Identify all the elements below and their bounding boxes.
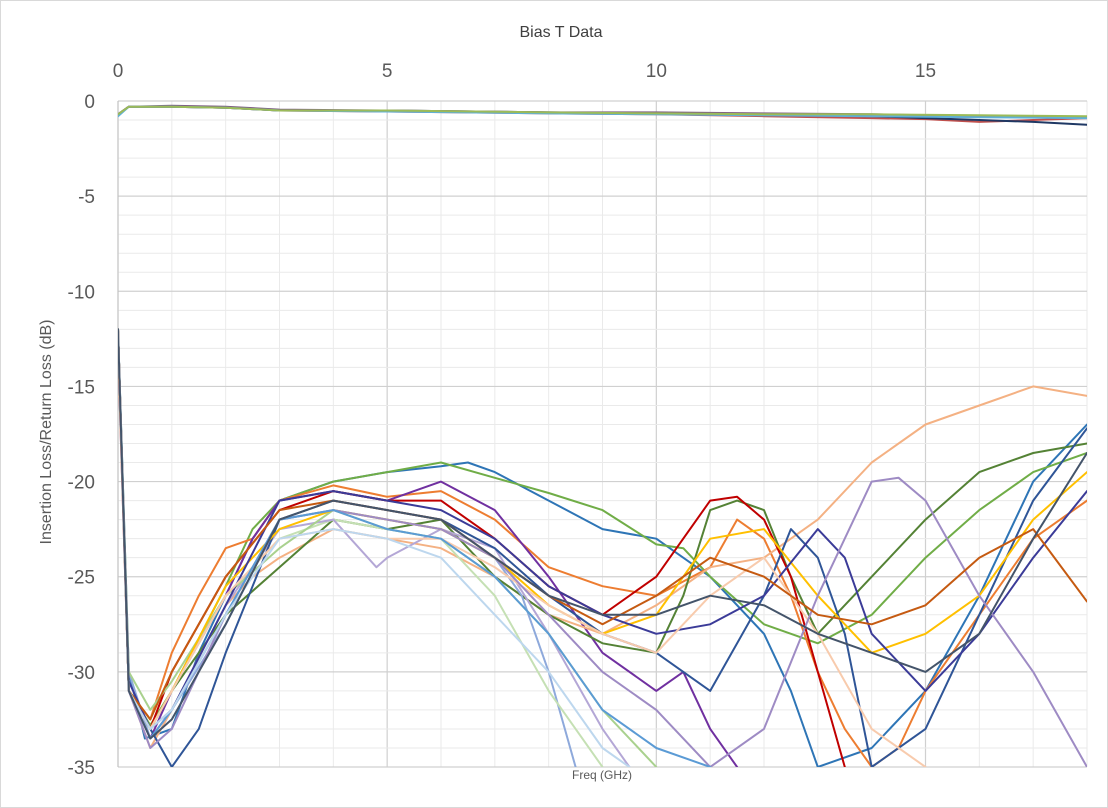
series-line-20	[118, 328, 927, 767]
y-tick-label: -15	[68, 377, 95, 398]
y-tick-label: 0	[84, 92, 95, 113]
y-tick-label: -5	[78, 187, 95, 208]
y-tick-label: -10	[68, 282, 95, 303]
x-tick-label: 5	[382, 61, 393, 82]
series-line-11	[118, 328, 1087, 730]
series-line-5	[118, 105, 1087, 118]
y-tick-label: -30	[68, 663, 95, 684]
x-tick-label: 0	[113, 61, 124, 82]
series-lines	[118, 104, 1087, 767]
y-tick-label: -35	[68, 758, 95, 779]
tick-labels: 0 5 10 15 0 -5 -10 -15 -20 -25 -30 -35	[68, 61, 937, 779]
grid-lines	[117, 100, 1088, 768]
y-tick-label: -25	[68, 568, 95, 589]
series-line-22	[118, 328, 712, 767]
chart-title: Bias T Data	[519, 24, 602, 41]
series-line-25	[118, 328, 1087, 740]
series-line-16	[118, 328, 1087, 767]
x-axis-title: Freq (GHz)	[572, 768, 632, 782]
x-tick-label: 15	[915, 61, 936, 82]
y-tick-label: -20	[68, 473, 95, 494]
y-axis-title: Insertion Loss/Return Loss (dB)	[38, 320, 55, 545]
series-line-24	[118, 328, 631, 767]
x-tick-label: 10	[646, 61, 667, 82]
